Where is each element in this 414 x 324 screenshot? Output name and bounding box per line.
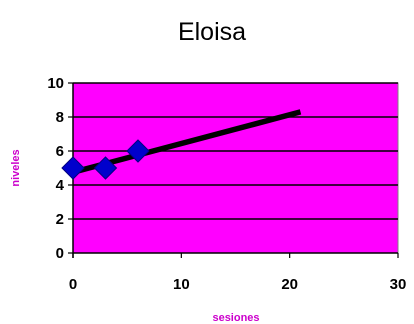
y-axis-label: niveles: [10, 149, 22, 186]
y-tick-label: 4: [56, 177, 65, 194]
y-tick-label: 2: [56, 211, 64, 228]
data-point-diamond: [126, 139, 150, 163]
y-tick-label: 0: [56, 245, 64, 262]
x-tick-label: 0: [69, 276, 77, 293]
y-tick-label: 8: [56, 109, 64, 126]
series-layer: [61, 109, 302, 180]
data-point-diamond: [61, 156, 85, 180]
chart-title: Eloisa: [178, 18, 246, 46]
x-axis: 0 10 20 30: [69, 252, 407, 293]
plot-area: [72, 82, 399, 254]
x-axis-label: sesiones: [212, 312, 259, 324]
y-tick-label: 10: [47, 75, 64, 92]
y-tick-label: 6: [56, 143, 64, 160]
x-tick-label: 30: [390, 276, 407, 293]
x-tick-label: 10: [173, 276, 190, 293]
data-point-diamond: [93, 156, 118, 180]
x-tick-label: 20: [281, 276, 298, 293]
